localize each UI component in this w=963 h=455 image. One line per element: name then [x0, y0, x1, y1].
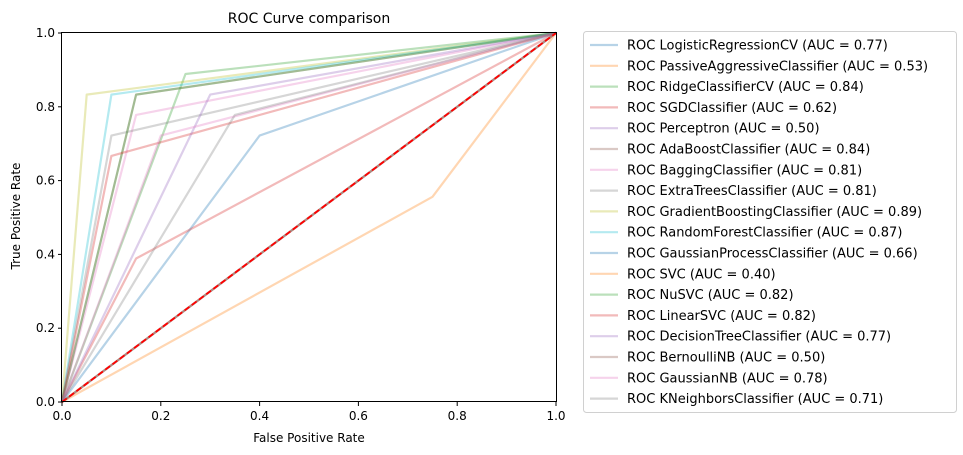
roc-curve-series-1 [61, 31, 557, 403]
legend-entry: ROC GradientBoostingClassifier (AUC = 0.… [590, 205, 922, 220]
roc-curve-series-2 [61, 32, 557, 403]
legend-label: ROC LinearSVC (AUC = 0.82) [627, 309, 816, 324]
roc-curve-series-6 [60, 31, 557, 403]
legend-label: ROC GradientBoostingClassifier (AUC = 0.… [627, 205, 922, 220]
plot-area [60, 31, 557, 403]
y-axis-ticks: 0.0 0.2 0.4 0.6 0.8 1.0 [36, 26, 62, 409]
roc-curve-series-4 [61, 32, 557, 403]
roc-curve-series-7 [60, 31, 557, 403]
roc-curve-series-8 [60, 31, 557, 403]
legend-entry: ROC DecisionTreeClassifier (AUC = 0.77) [590, 330, 891, 345]
legend-entry: ROC NuSVC (AUC = 0.82) [590, 288, 794, 303]
legend-label: ROC SGDClassifier (AUC = 0.62) [627, 101, 837, 116]
legend-entry: ROC LogisticRegressionCV (AUC = 0.77) [590, 39, 888, 54]
roc-curve-series-10 [60, 31, 557, 403]
legend-label: ROC RidgeClassifierCV (AUC = 0.84) [627, 80, 864, 95]
x-axis-ticks: 0.0 0.2 0.4 0.6 0.8 1.0 [52, 402, 566, 423]
x-tick-label: 0.2 [151, 409, 170, 423]
chart-title: ROC Curve comparison [228, 11, 390, 27]
roc-curve-series-17 [60, 31, 557, 403]
chance-reference-line [61, 32, 557, 403]
y-axis-label: True Positive Rate [9, 163, 23, 271]
legend-frame [583, 31, 957, 413]
legend-entry: ROC PassiveAggressiveClassifier (AUC = 0… [590, 59, 928, 74]
y-tick-label: 0.2 [36, 321, 55, 335]
legend-entry: ROC BaggingClassifier (AUC = 0.81) [590, 163, 862, 178]
roc-curve-series-13 [60, 31, 557, 403]
legend-label: ROC GaussianNB (AUC = 0.78) [627, 371, 828, 386]
legend-label: ROC ExtraTreesClassifier (AUC = 0.81) [627, 184, 877, 199]
legend-label: ROC Perceptron (AUC = 0.50) [627, 122, 820, 137]
y-tick-label: 0.4 [36, 247, 55, 261]
y-tick-label: 0.0 [36, 395, 55, 409]
legend-label: ROC KNeighborsClassifier (AUC = 0.71) [627, 392, 883, 407]
roc-curve-series-14 [60, 31, 557, 403]
y-tick-label: 1.0 [36, 26, 55, 40]
legend-label: ROC BaggingClassifier (AUC = 0.81) [627, 163, 862, 178]
y-tick-label: 0.6 [36, 174, 55, 188]
legend-entry: ROC RandomForestClassifier (AUC = 0.87) [590, 226, 902, 241]
legend-label: ROC LogisticRegressionCV (AUC = 0.77) [627, 39, 888, 54]
x-tick-label: 0.6 [349, 409, 368, 423]
legend-entry: ROC Perceptron (AUC = 0.50) [590, 122, 820, 137]
legend-entry: ROC ExtraTreesClassifier (AUC = 0.81) [590, 184, 877, 199]
x-tick-label: 1.0 [546, 409, 565, 423]
roc-curve-series-15 [61, 31, 557, 403]
legend-label: ROC DecisionTreeClassifier (AUC = 0.77) [627, 330, 891, 345]
legend-label: ROC PassiveAggressiveClassifier (AUC = 0… [627, 59, 928, 74]
legend-entry: ROC AdaBoostClassifier (AUC = 0.84) [590, 143, 870, 158]
roc-curve-series-9 [60, 31, 557, 403]
x-tick-label: 0.8 [448, 409, 467, 423]
legend-entry: ROC GaussianNB (AUC = 0.78) [590, 371, 828, 386]
plot-frame [61, 32, 557, 402]
legend-entry: ROC BernoulliNB (AUC = 0.50) [590, 351, 825, 366]
x-axis-label: False Positive Rate [253, 431, 365, 445]
legend-entry: ROC KNeighborsClassifier (AUC = 0.71) [590, 392, 883, 407]
x-tick-label: 0.4 [250, 409, 269, 423]
roc-curve-series-3 [60, 31, 557, 403]
legend-entry: ROC SVC (AUC = 0.40) [590, 267, 776, 282]
legend-label: ROC BernoulliNB (AUC = 0.50) [627, 351, 825, 366]
legend: ROC LogisticRegressionCV (AUC = 0.77) ROC… [583, 31, 957, 413]
legend-label: ROC RandomForestClassifier (AUC = 0.87) [627, 226, 902, 241]
legend-label: ROC NuSVC (AUC = 0.82) [627, 288, 794, 303]
legend-label: ROC SVC (AUC = 0.40) [627, 267, 776, 282]
legend-label: ROC AdaBoostClassifier (AUC = 0.84) [627, 143, 870, 158]
roc-curve-series-18 [61, 31, 557, 403]
y-tick-label: 0.8 [36, 100, 55, 114]
x-tick-label: 0.0 [52, 409, 71, 423]
legend-entry: ROC LinearSVC (AUC = 0.82) [590, 309, 816, 324]
legend-entry: ROC GaussianProcessClassifier (AUC = 0.6… [590, 247, 918, 262]
legend-entry: ROC RidgeClassifierCV (AUC = 0.84) [590, 80, 864, 95]
legend-label: ROC GaussianProcessClassifier (AUC = 0.6… [627, 247, 918, 262]
legend-entry: ROC SGDClassifier (AUC = 0.62) [590, 101, 837, 116]
